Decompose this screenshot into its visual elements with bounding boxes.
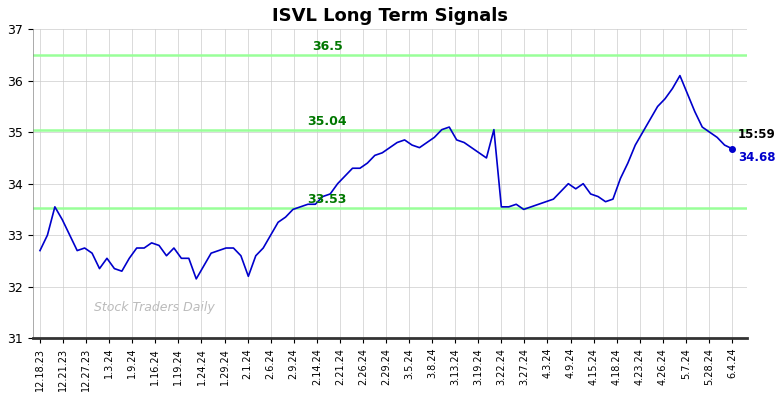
Text: 33.53: 33.53: [307, 193, 347, 206]
Text: 35.04: 35.04: [307, 115, 347, 128]
Text: Stock Traders Daily: Stock Traders Daily: [93, 301, 214, 314]
Title: ISVL Long Term Signals: ISVL Long Term Signals: [272, 7, 508, 25]
Text: 34.68: 34.68: [738, 151, 775, 164]
Text: 36.5: 36.5: [312, 40, 343, 53]
Text: 15:59: 15:59: [738, 128, 775, 141]
